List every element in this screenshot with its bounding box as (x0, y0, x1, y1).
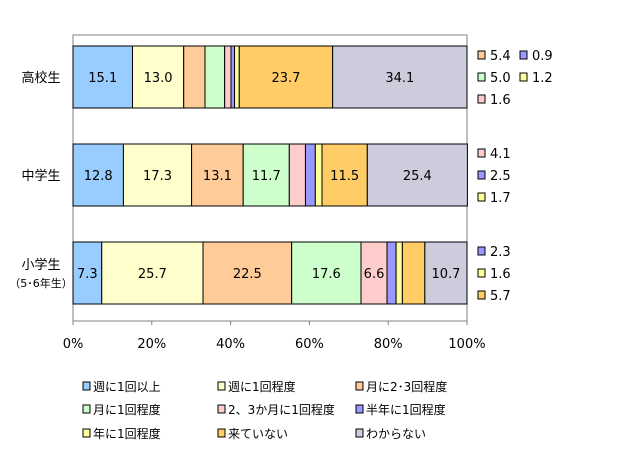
legend-label: 年に1回程度 (93, 426, 161, 441)
legend-swatch (82, 428, 91, 438)
x-tick-label: 20% (137, 337, 166, 352)
side-value-label: 5.0 (490, 71, 511, 86)
data-label: 7.3 (77, 267, 98, 282)
side-swatch (519, 50, 528, 60)
bar-segment (288, 143, 306, 207)
data-label: 13.0 (144, 71, 173, 86)
bar-segment (72, 143, 124, 207)
legend-label: 週に1回程度 (228, 379, 296, 394)
bar-segment (314, 143, 323, 207)
side-annotations: 5.4 0.9 5.0 1.2 1.6 4.1 2.5 1.7 2.3 1.6 5.7 (477, 49, 553, 304)
side-swatch (477, 290, 486, 300)
x-axis: 0% 20% 40% 60% 80% 100% (63, 321, 486, 352)
bar-segment (131, 45, 185, 109)
bar-segment (234, 45, 240, 109)
legend-label: 月に2･3回程度 (366, 379, 447, 394)
data-label: 10.7 (431, 267, 460, 282)
data-label: 17.3 (143, 169, 172, 184)
bar-segment (72, 241, 103, 305)
side-value-label: 1.7 (490, 191, 511, 206)
bar-segment (183, 45, 206, 109)
legend-swatch (355, 381, 364, 391)
bar-segment (204, 45, 226, 109)
side-swatch (477, 50, 486, 60)
side-value-label: 4.1 (490, 147, 511, 162)
bar-segment (202, 241, 293, 305)
bar-segment (401, 241, 426, 305)
legend-label: 半年に1回程度 (366, 402, 446, 417)
legend-swatch (355, 428, 364, 438)
bar-segment (304, 143, 316, 207)
bar-segment (386, 241, 397, 305)
bar-segment (424, 241, 468, 305)
category-label: （5･6年生） (9, 276, 73, 290)
bar-segment (366, 143, 468, 207)
side-swatch (477, 268, 486, 278)
bar-segment (238, 45, 334, 109)
data-label: 23.7 (271, 71, 300, 86)
side-value-label: 0.9 (532, 49, 553, 64)
data-label: 15.1 (88, 71, 117, 86)
data-label: 34.1 (385, 71, 414, 86)
legend-swatch (82, 404, 91, 414)
data-label: 11.5 (330, 169, 359, 184)
bar-segment (122, 143, 193, 207)
category-label: 中学生 (21, 168, 60, 184)
side-swatch (477, 148, 486, 158)
category-label: 小学生 (21, 257, 60, 273)
x-tick-label: 60% (295, 337, 324, 352)
bar-segment (224, 45, 232, 109)
x-tick-label: 80% (374, 337, 403, 352)
bar-segment (230, 45, 236, 109)
side-value-label: 2.3 (490, 245, 511, 260)
legend-swatch (217, 381, 226, 391)
data-label: 25.4 (403, 169, 432, 184)
x-tick-label: 0% (63, 337, 84, 352)
data-label: 6.6 (364, 267, 385, 282)
bar-segment (242, 143, 290, 207)
data-label: 13.1 (203, 169, 232, 184)
legend-swatch (355, 404, 364, 414)
side-swatch (477, 72, 486, 82)
legend-swatch (82, 381, 91, 391)
legend-label: 2、3か月に1回程度 (228, 402, 335, 417)
legend-swatch (217, 404, 226, 414)
bar-segment (101, 241, 204, 305)
data-label: 17.6 (312, 267, 341, 282)
bar-segment (72, 45, 133, 109)
category-label: 高校生 (21, 70, 60, 86)
bar-segment (321, 143, 368, 207)
legend-label: 来ていない (228, 427, 288, 441)
side-swatch (477, 246, 486, 256)
legend-swatch (217, 428, 226, 438)
bars-layer: 15.1 13.0 23.7 34.1 12.8 17.3 13.1 11.7 11.5 25.4… (72, 45, 468, 305)
side-value-label: 1.2 (532, 71, 553, 86)
side-value-label: 2.5 (490, 169, 511, 184)
x-tick-label: 100% (448, 337, 485, 352)
bar-segment (360, 241, 388, 305)
data-label: 22.5 (233, 267, 262, 282)
x-tick-label: 40% (216, 337, 245, 352)
side-value-label: 1.6 (490, 93, 511, 108)
side-swatch (477, 192, 486, 202)
bar-segment (191, 143, 244, 207)
side-value-label: 5.4 (490, 49, 511, 64)
bar-segment (395, 241, 403, 305)
side-swatch (519, 72, 528, 82)
legend-label: 月に1回程度 (93, 402, 161, 417)
data-label: 11.7 (252, 169, 281, 184)
legend-label: 週に1回以上 (93, 380, 161, 394)
data-label: 25.7 (138, 267, 167, 282)
bar-segment (332, 45, 468, 109)
side-swatch (477, 94, 486, 104)
legend-label: わからない (366, 427, 426, 441)
side-value-label: 1.6 (490, 267, 511, 282)
side-swatch (477, 170, 486, 180)
side-value-label: 5.7 (490, 289, 511, 304)
data-label: 12.8 (84, 169, 113, 184)
